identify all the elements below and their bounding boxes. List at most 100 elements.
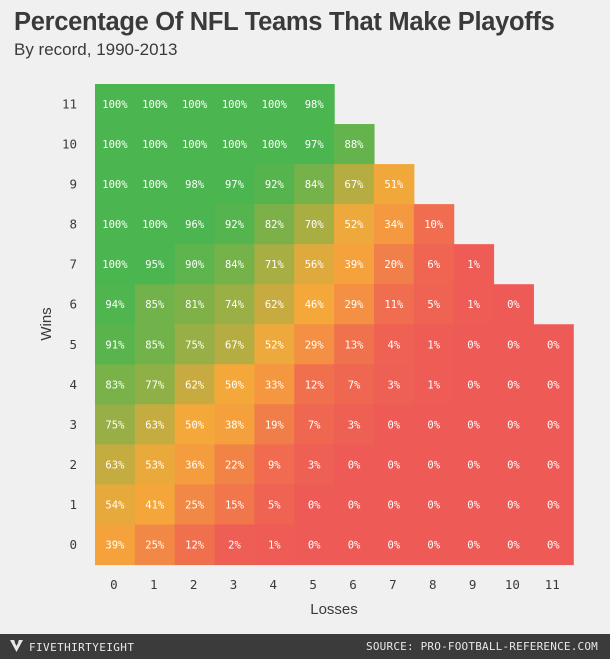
heatmap-cell — [214, 364, 255, 405]
heatmap-cell — [254, 484, 295, 526]
cell-value-label: 39% — [345, 259, 365, 271]
cell-value-label: 0% — [547, 499, 560, 511]
cell-value-label: 22% — [225, 459, 245, 471]
cell-value-label: 62% — [185, 379, 205, 391]
cell-value-label: 100% — [102, 139, 128, 151]
heatmap-cell — [294, 324, 335, 365]
heatmap-cell — [254, 364, 295, 405]
cell-value-label: 71% — [265, 259, 285, 271]
y-tick-label: 10 — [62, 137, 77, 152]
heatmap-cell — [214, 284, 255, 325]
cell-value-label: 97% — [225, 179, 245, 191]
heatmap-cell — [373, 324, 415, 365]
heatmap-cell — [134, 484, 176, 526]
cell-value-label: 6% — [427, 259, 440, 271]
cell-value-label: 0% — [348, 499, 361, 511]
cell-value-label: 100% — [102, 219, 128, 231]
heatmap-cell — [174, 444, 216, 485]
cell-value-label: 10% — [424, 219, 444, 231]
heatmap-cell — [174, 404, 216, 445]
brand-name: FIVETHIRTYEIGHT — [29, 641, 135, 654]
heatmap-cell — [453, 244, 495, 285]
heatmap-cell — [453, 364, 495, 405]
cell-value-label: 0% — [467, 539, 480, 551]
heatmap-cell — [254, 124, 295, 165]
cell-value-label: 0% — [427, 539, 440, 551]
heatmap-cell — [95, 284, 136, 325]
cell-value-label: 0% — [388, 539, 401, 551]
y-tick-label: 5 — [69, 337, 77, 352]
heatmap-cell — [134, 204, 176, 245]
heatmap-cell — [214, 204, 255, 245]
heatmap-cell — [373, 444, 415, 485]
cell-value-label: 0% — [427, 419, 440, 431]
cell-value-label: 0% — [507, 379, 520, 391]
heatmap-cell — [214, 404, 255, 445]
cell-value-label: 7% — [348, 379, 361, 391]
heatmap-cell — [134, 444, 176, 485]
heatmap-cell — [294, 444, 335, 485]
heatmap-cell — [413, 404, 455, 445]
heatmap-cell — [493, 484, 534, 526]
cell-value-label: 98% — [185, 179, 205, 191]
cell-value-label: 0% — [308, 539, 321, 551]
x-tick-label: 5 — [309, 577, 317, 592]
heatmap-cell — [254, 204, 295, 245]
cell-value-label: 0% — [507, 339, 520, 351]
heatmap-cell — [294, 404, 335, 445]
cell-value-label: 0% — [507, 299, 520, 311]
cell-value-label: 5% — [427, 299, 440, 311]
cell-value-label: 33% — [265, 379, 285, 391]
heatmap-cell — [413, 484, 455, 526]
heatmap-cell — [533, 444, 574, 485]
cell-value-label: 9% — [268, 459, 281, 471]
cell-value-label: 2% — [228, 539, 241, 551]
cell-value-label: 1% — [467, 259, 480, 271]
cell-value-label: 100% — [102, 179, 128, 191]
cell-value-label: 0% — [467, 419, 480, 431]
cell-value-label: 41% — [145, 499, 165, 511]
cell-value-label: 39% — [105, 539, 125, 551]
heatmap-cell — [533, 404, 574, 445]
cell-value-label: 100% — [102, 99, 128, 111]
cell-value-label: 70% — [305, 219, 325, 231]
cell-value-label: 29% — [305, 339, 325, 351]
heatmap-cell — [214, 124, 255, 165]
y-tick-label: 3 — [69, 417, 77, 432]
cell-value-label: 94% — [105, 299, 125, 311]
cell-value-label: 67% — [225, 339, 245, 351]
heatmap-cell — [174, 284, 216, 325]
heatmap-cell — [373, 484, 415, 526]
heatmap-cell — [334, 124, 375, 165]
heatmap-cell — [334, 324, 375, 365]
x-tick-label: 10 — [505, 577, 520, 592]
cell-value-label: 0% — [547, 379, 560, 391]
heatmap-cell — [294, 84, 335, 125]
heatmap-chart: 100% 100% 100% 100% 100% 98%100% 100% 100% 100% 1… — [38, 84, 574, 618]
heatmap-cell — [453, 444, 495, 485]
cell-value-label: 12% — [185, 539, 205, 551]
heatmap-cell — [134, 124, 176, 165]
heatmap-cell — [254, 404, 295, 445]
heatmap-cell — [174, 324, 216, 365]
heatmap-cell — [294, 524, 335, 566]
heatmap-cell — [413, 324, 455, 365]
cell-value-label: 63% — [145, 419, 165, 431]
cell-value-label: 25% — [185, 499, 205, 511]
heatmap-cells: 100% 100% 100% 100% 100% 98% 100% 100% 100% 100% 1… — [95, 84, 574, 566]
heatmap-cell — [334, 404, 375, 445]
heatmap-cell — [413, 444, 455, 485]
cell-value-label: 81% — [185, 299, 205, 311]
cell-value-label: 67% — [345, 179, 365, 191]
cell-value-label: 0% — [507, 539, 520, 551]
heatmap-cell — [294, 164, 335, 205]
heatmap-cell — [413, 524, 455, 566]
heatmap-cell — [214, 164, 255, 205]
heatmap-cell — [413, 364, 455, 405]
heatmap-cell — [95, 84, 136, 125]
x-tick-label: 4 — [270, 577, 278, 592]
cell-value-label: 100% — [222, 99, 248, 111]
cell-value-label: 34% — [384, 219, 404, 231]
footer-bar: FIVETHIRTYEIGHT SOURCE: PRO-FOOTBALL-REF… — [0, 634, 610, 659]
heatmap-cell — [254, 84, 295, 125]
